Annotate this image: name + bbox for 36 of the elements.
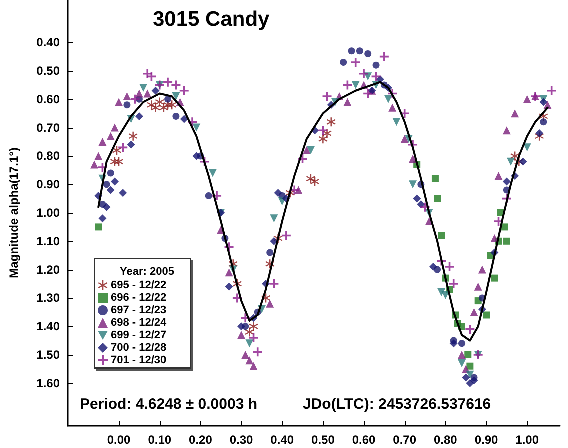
- legend-label: 700 - 12/28: [111, 342, 167, 354]
- x-tick-label: 0.70: [393, 433, 417, 447]
- legend-label: 695 - 12/22: [111, 280, 167, 292]
- y-tick-label: 0.60: [36, 92, 60, 106]
- y-tick-label: 1.10: [36, 234, 60, 248]
- legend-label: 697 - 12/23: [111, 304, 167, 316]
- legend-label: 699 - 12/27: [111, 330, 167, 342]
- legend-title: Year: 2005: [120, 266, 174, 278]
- legend-label: 701 - 12/30: [111, 354, 167, 366]
- legend-label: 698 - 12/24: [111, 317, 168, 329]
- x-tick-label: 0.40: [270, 433, 294, 447]
- legend-label: 696 - 12/22: [111, 292, 167, 304]
- y-tick-label: 0.90: [36, 178, 60, 192]
- y-tick-label: 0.80: [36, 149, 60, 164]
- x-tick-label: 0.50: [312, 433, 336, 447]
- y-tick-label: 0.70: [36, 120, 60, 135]
- y-tick-label: 0.50: [36, 64, 60, 78]
- chart-title: 3015 Candy: [153, 8, 270, 31]
- y-axis-title: Magnitude alpha(17.1°): [7, 148, 21, 278]
- y-tick-label: 1.60: [36, 376, 60, 390]
- x-tick-label: 0.10: [148, 433, 172, 447]
- y-tick-label: 1.50: [36, 348, 60, 362]
- annotation: Period: 4.6248 ± 0.0003 h: [80, 396, 258, 413]
- y-tick-label: 1.30: [36, 291, 60, 306]
- x-tick-label: 0.20: [189, 433, 213, 447]
- x-tick-label: 0.80: [434, 433, 458, 447]
- x-tick-label: 0.90: [474, 433, 499, 447]
- y-tick-label: 1.40: [36, 320, 60, 334]
- x-tick-label: 0.00: [107, 433, 132, 447]
- x-tick-label: 0.30: [230, 433, 254, 447]
- x-tick-label: 0.60: [352, 433, 376, 447]
- x-tick-label: 1.00: [516, 433, 540, 447]
- annotation: JDo(LTC): 2453726.537616: [303, 396, 492, 413]
- y-tick-label: 1.20: [36, 262, 60, 277]
- y-tick-label: 1.00: [36, 206, 60, 220]
- y-tick-label: 0.40: [36, 36, 60, 50]
